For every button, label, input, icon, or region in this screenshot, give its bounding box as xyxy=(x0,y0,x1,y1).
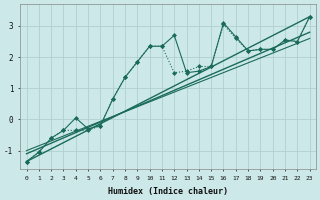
X-axis label: Humidex (Indice chaleur): Humidex (Indice chaleur) xyxy=(108,187,228,196)
